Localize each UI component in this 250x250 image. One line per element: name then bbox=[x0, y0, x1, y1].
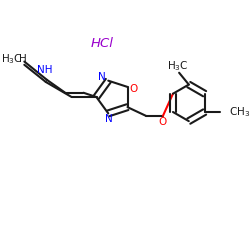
Text: CH$_3$: CH$_3$ bbox=[229, 105, 250, 119]
Text: N: N bbox=[106, 114, 113, 124]
Text: NH: NH bbox=[36, 65, 52, 75]
Text: O: O bbox=[159, 117, 167, 127]
Text: O: O bbox=[130, 84, 138, 94]
Text: HCl: HCl bbox=[90, 37, 113, 50]
Text: H: H bbox=[19, 54, 27, 64]
Text: H$_3$C: H$_3$C bbox=[1, 52, 22, 66]
Text: H$_3$C: H$_3$C bbox=[167, 59, 189, 73]
Text: N: N bbox=[98, 72, 106, 83]
